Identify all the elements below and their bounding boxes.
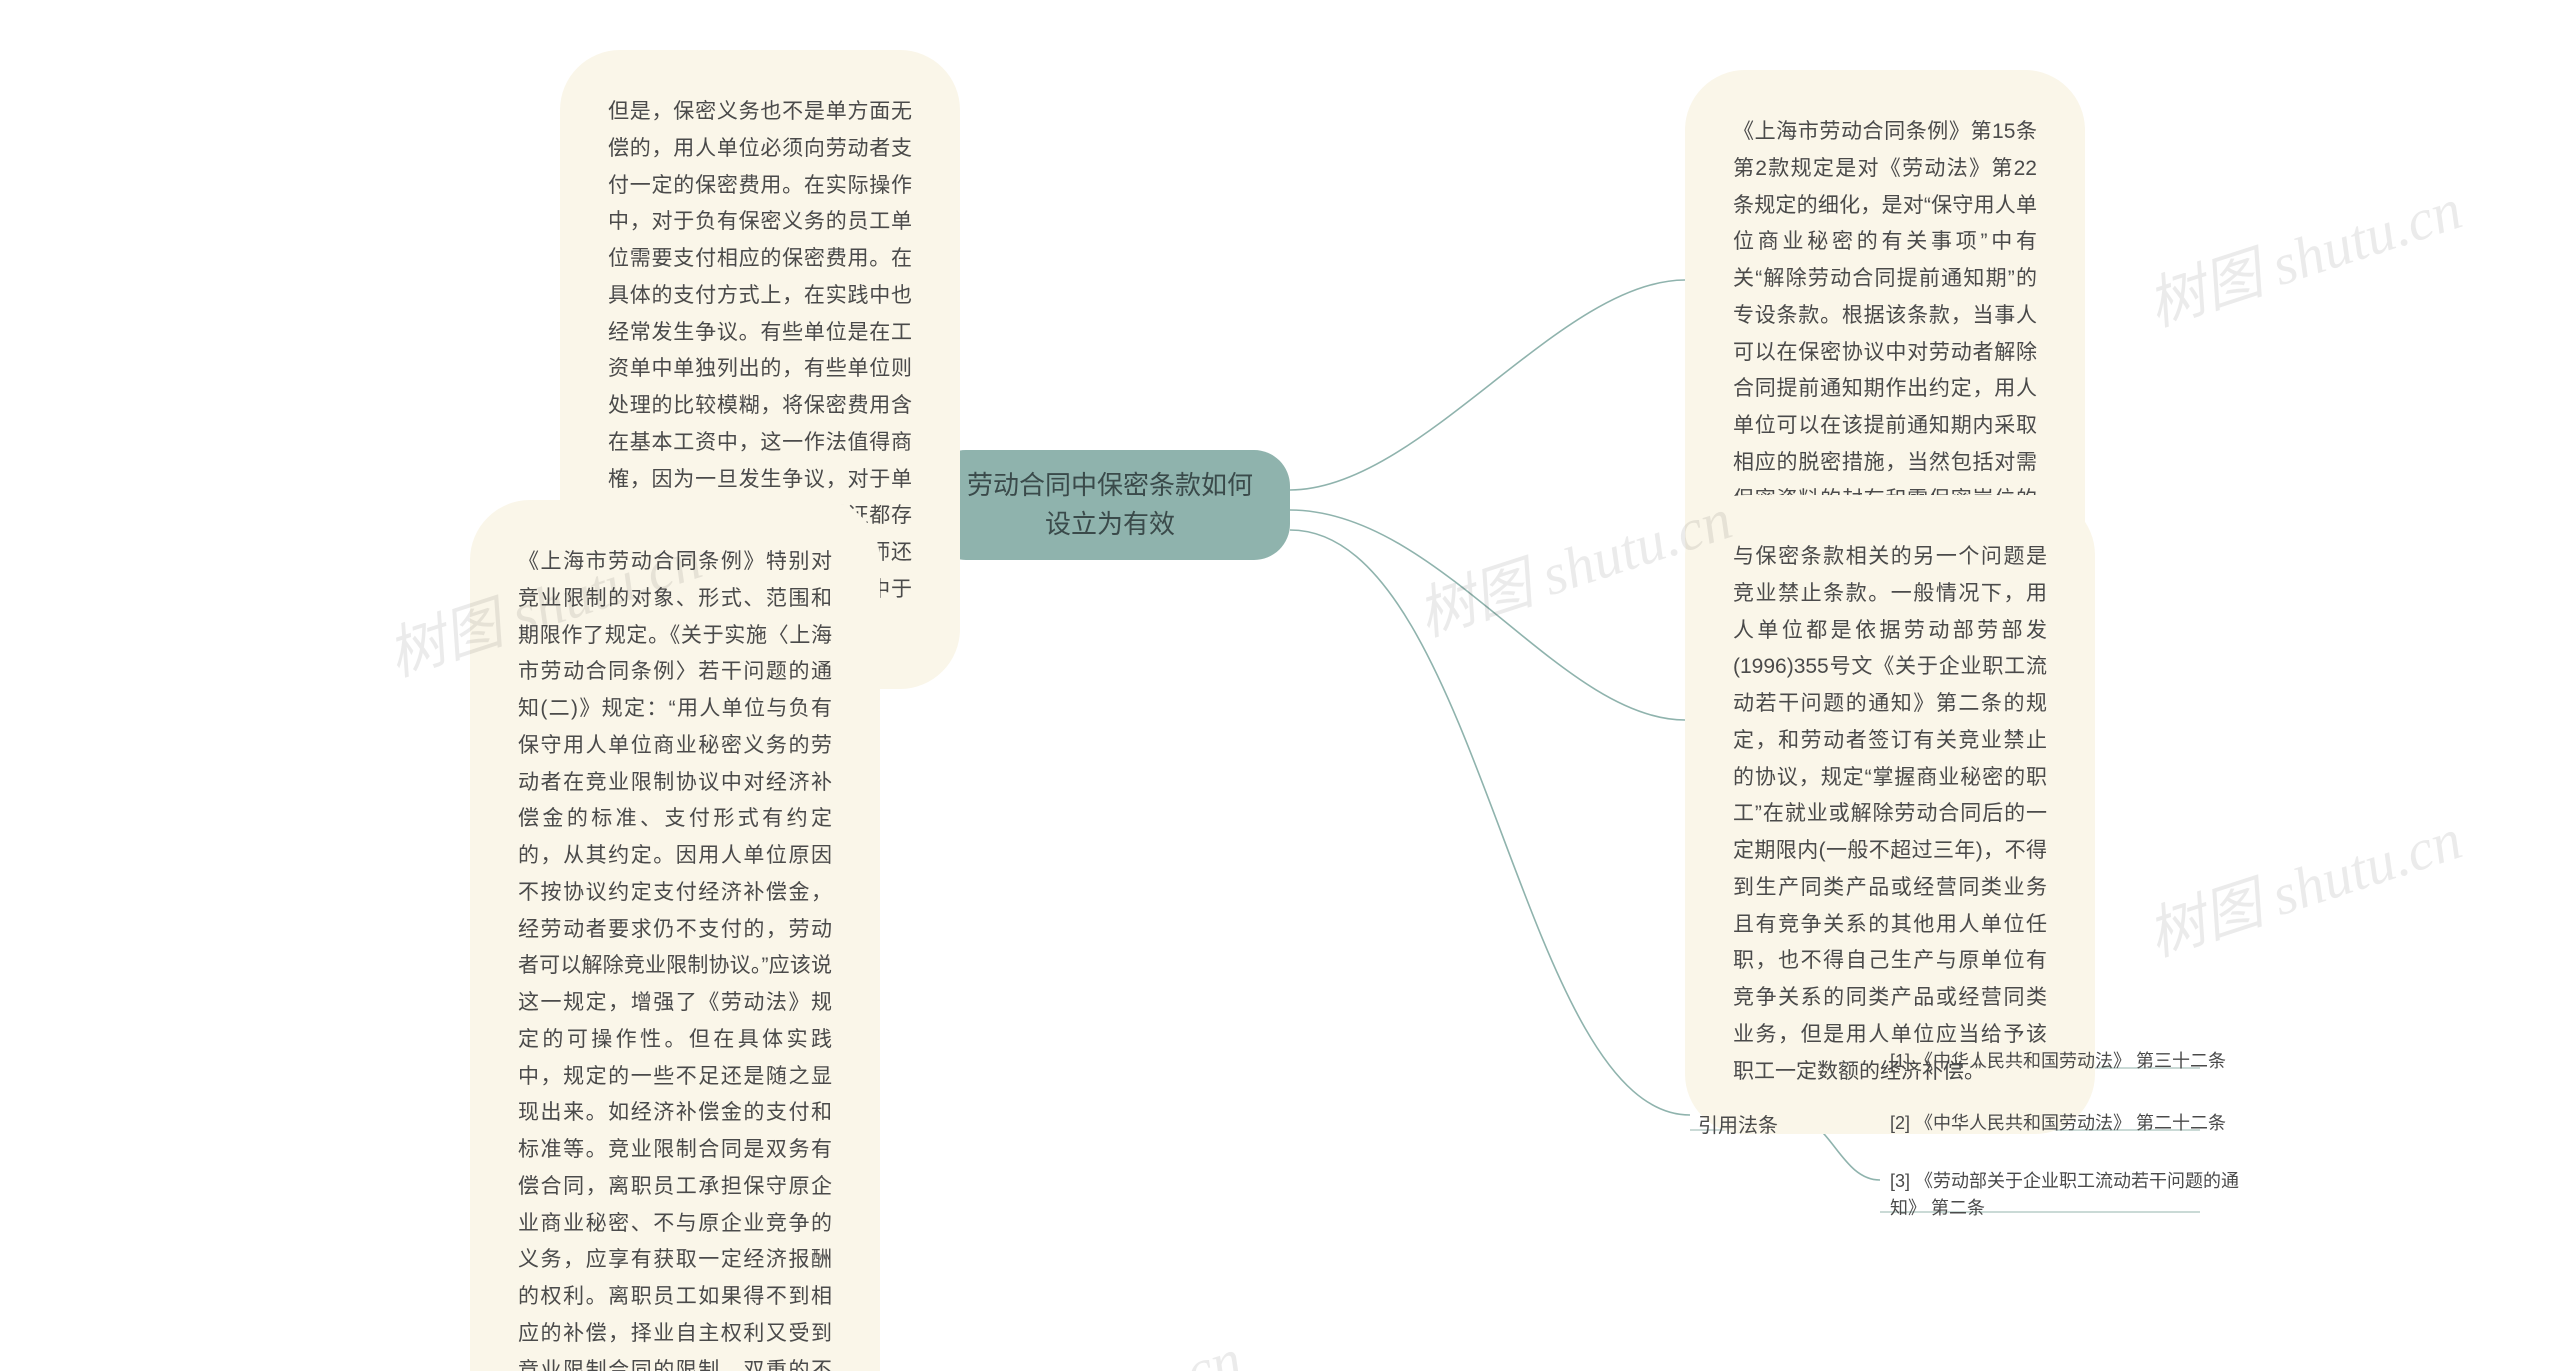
sub-node-references[interactable]: 引用法条 (1690, 1105, 1786, 1142)
watermark: 树图 shutu.cn (915, 1312, 1250, 1371)
leaf-ref-2[interactable]: [2] 《中华人民共和国劳动法》 第二十二条 (1886, 1108, 2230, 1139)
bubble-mid-right-text: 与保密条款相关的另一个问题是竞业禁止条款。一般情况下，用人单位都是依据劳动部劳部… (1733, 545, 2047, 1083)
watermark: 树图 shutu.cn (2135, 792, 2470, 972)
center-title-line2: 设立为有效 (967, 505, 1253, 544)
leaf-ref-1[interactable]: [1] 《中华人民共和国劳动法》 第三十二条 (1886, 1046, 2230, 1077)
leaf-ref-1-text: [1] 《中华人民共和国劳动法》 第三十二条 (1890, 1051, 2226, 1071)
sub-node-label: 引用法条 (1698, 1115, 1778, 1137)
watermark: 树图 shutu.cn (2135, 162, 2470, 342)
center-node[interactable]: 劳动合同中保密条款如何 设立为有效 (930, 450, 1290, 560)
bubble-bottom-left[interactable]: 《上海市劳动合同条例》特别对竞业限制的对象、形式、范围和期限作了规定。《关于实施… (470, 500, 880, 1371)
mindmap-canvas: 劳动合同中保密条款如何 设立为有效 但是，保密义务也不是单方面无偿的，用人单位必… (0, 0, 2560, 1371)
center-title-line1: 劳动合同中保密条款如何 (967, 466, 1253, 505)
leaf-ref-3[interactable]: [3] 《劳动部关于企业职工流动若干问题的通知》 第二条 (1886, 1166, 2266, 1224)
bubble-top-right-text: 《上海市劳动合同条例》第15条第2款规定是对《劳动法》第22条规定的细化，是对“… (1733, 120, 2037, 547)
leaf-ref-3-text: [3] 《劳动部关于企业职工流动若干问题的通知》 第二条 (1890, 1171, 2239, 1218)
bubble-bottom-left-text: 《上海市劳动合同条例》特别对竞业限制的对象、形式、范围和期限作了规定。《关于实施… (518, 550, 832, 1371)
leaf-ref-2-text: [2] 《中华人民共和国劳动法》 第二十二条 (1890, 1113, 2226, 1133)
bubble-mid-right[interactable]: 与保密条款相关的另一个问题是竞业禁止条款。一般情况下，用人单位都是依据劳动部劳部… (1685, 495, 2095, 1134)
